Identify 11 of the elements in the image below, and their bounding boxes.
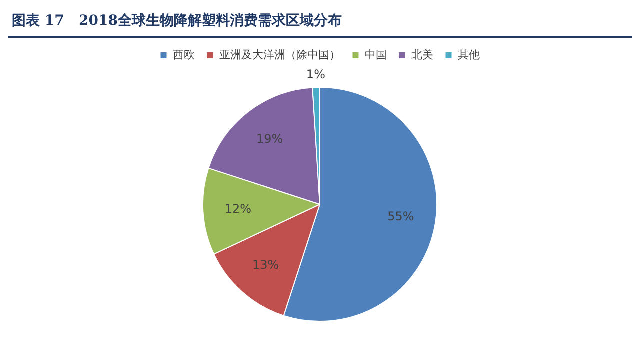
data-label: 55% (388, 209, 414, 224)
legend-label: 亚洲及大洋洲（除中国） (219, 48, 340, 62)
data-label: 12% (224, 202, 252, 216)
legend-label: 西欧 (172, 48, 195, 62)
legend-label: 其他 (458, 48, 480, 62)
data-label: 1% (306, 68, 326, 82)
chart-title: 图表 17 2018全球生物降解塑料消费需求区域分布 (8, 8, 632, 38)
legend-label: 北美 (411, 48, 434, 62)
data-label: 13% (252, 258, 280, 272)
data-label: 19% (256, 132, 284, 146)
legend-label: 中国 (364, 48, 387, 62)
